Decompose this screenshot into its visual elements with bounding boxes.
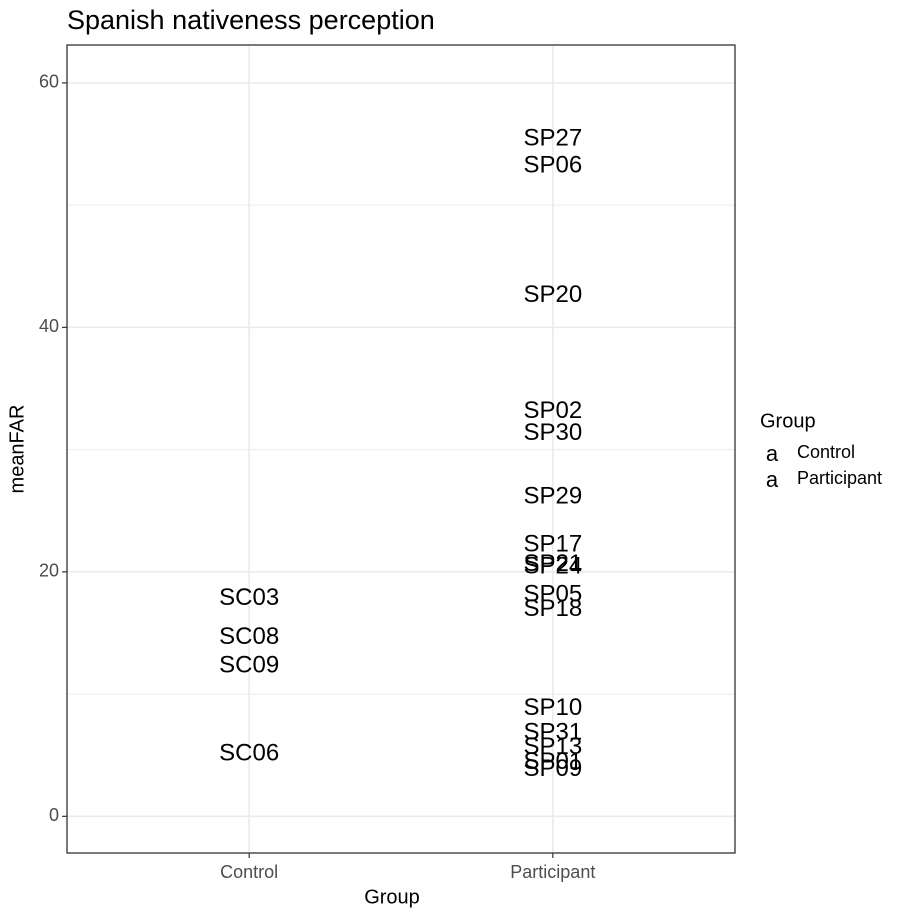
point-label: SC06 — [219, 739, 279, 766]
point-label: SP24 — [523, 552, 582, 579]
point-label: SP02 — [523, 397, 582, 424]
point-label: SP30 — [523, 419, 582, 446]
legend-label: Participant — [797, 468, 882, 488]
x-tick-label: Participant — [510, 862, 595, 882]
y-tick-label: 0 — [49, 805, 59, 825]
point-label: SP17 — [523, 530, 582, 557]
plot-border — [66, 44, 736, 854]
y-tick-label: 60 — [39, 72, 59, 92]
point-label: SP05 — [523, 580, 582, 607]
y-axis-title: meanFAR — [6, 405, 28, 494]
point-label: SP20 — [523, 281, 582, 308]
point-label: SP27 — [523, 124, 582, 151]
point-label: SP31 — [523, 719, 582, 746]
point-label: SP06 — [523, 151, 582, 178]
point-label: SP13 — [523, 733, 582, 760]
legend-title: Group — [760, 410, 816, 432]
point-label: SP09 — [523, 755, 582, 782]
point-label: SC03 — [219, 584, 279, 611]
legend-label: Control — [797, 442, 855, 462]
point-label: SP21 — [523, 550, 582, 577]
x-axis-title: Group — [364, 886, 420, 908]
x-tick-label: Control — [220, 862, 278, 882]
point-label: SP29 — [523, 483, 582, 510]
legend-key: a — [766, 467, 779, 492]
y-tick-label: 20 — [39, 561, 59, 581]
y-tick-label: 40 — [39, 316, 59, 336]
point-label: SC08 — [219, 623, 279, 650]
point-label: SC09 — [219, 651, 279, 678]
point-label: SP10 — [523, 694, 582, 721]
point-label: SP18 — [523, 595, 582, 622]
legend-key: a — [766, 441, 779, 466]
point-label: SP01 — [523, 748, 582, 775]
chart-title: Spanish nativeness perception — [67, 5, 435, 35]
